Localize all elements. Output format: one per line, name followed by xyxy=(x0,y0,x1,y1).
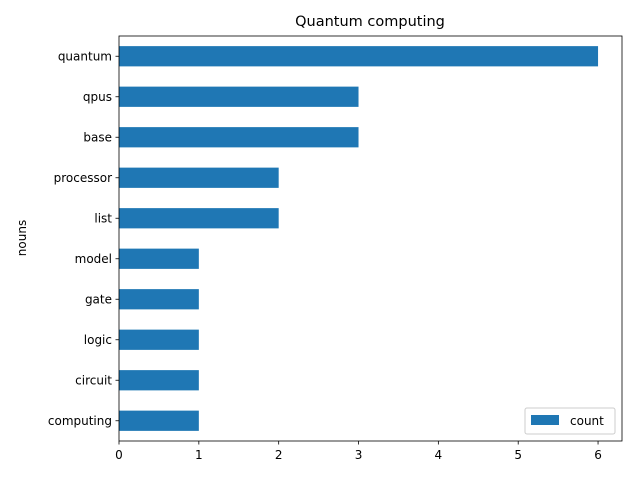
legend: count xyxy=(524,407,616,435)
x-tick-label: 6 xyxy=(594,448,602,462)
bar-circuit xyxy=(119,370,199,391)
bar-model xyxy=(119,248,199,269)
y-tick-label: base xyxy=(83,130,112,144)
x-tick-label: 5 xyxy=(514,448,522,462)
bars-layer xyxy=(119,46,599,431)
legend-label: count xyxy=(570,414,604,428)
y-tick-label: list xyxy=(94,211,112,225)
x-ticks-layer: 0 1 2 3 4 5 6 xyxy=(115,441,602,462)
y-tick-label: processor xyxy=(54,171,112,185)
plot-frame xyxy=(118,35,623,442)
y-tick-label: gate xyxy=(85,292,112,306)
bar-base xyxy=(119,127,359,148)
legend-frame xyxy=(524,407,616,435)
y-tick-label: qpus xyxy=(83,90,112,104)
chart-title: Quantum computing xyxy=(295,14,445,30)
y-tick-label: model xyxy=(75,252,112,266)
y-tick-label: quantum xyxy=(58,49,112,63)
bar-qpus xyxy=(119,86,359,107)
y-tick-label: computing xyxy=(48,414,112,428)
legend-swatch xyxy=(531,415,559,425)
x-tick-label: 3 xyxy=(355,448,363,462)
y-axis-label: nouns xyxy=(15,220,29,256)
x-tick-label: 2 xyxy=(275,448,283,462)
bar-list xyxy=(119,208,279,229)
y-ticks-layer: quantum qpus base processor list model gate log… xyxy=(48,49,119,428)
bar-logic xyxy=(119,329,199,350)
x-tick-label: 1 xyxy=(195,448,203,462)
x-tick-label: 0 xyxy=(115,448,123,462)
bar-gate xyxy=(119,289,199,310)
y-tick-label: logic xyxy=(84,333,112,347)
bar-processor xyxy=(119,167,279,188)
bar-computing xyxy=(119,410,199,431)
y-tick-label: circuit xyxy=(75,373,112,387)
bar-quantum xyxy=(119,46,599,67)
x-tick-label: 4 xyxy=(435,448,443,462)
